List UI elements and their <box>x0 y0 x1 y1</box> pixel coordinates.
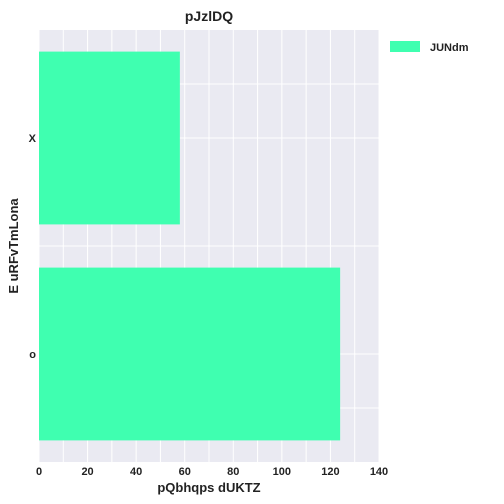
x-axis-ticks: 0 20 40 60 80 100 120 140 <box>36 466 388 478</box>
x-tick-label: 80 <box>227 466 239 478</box>
chart-title: pJzlDQ <box>185 8 233 24</box>
x-tick-label: 140 <box>370 466 388 478</box>
x-tick-label: 120 <box>321 466 339 478</box>
x-tick-label: 20 <box>81 466 93 478</box>
y-tick-label: X <box>29 133 37 145</box>
bars <box>39 51 341 441</box>
legend: JUNdm <box>390 41 469 54</box>
legend-swatch <box>390 41 420 52</box>
y-axis-label: E uRFvTmLona <box>6 198 21 294</box>
bar <box>39 267 341 441</box>
bar <box>39 51 180 225</box>
y-tick-label: o <box>29 349 36 361</box>
x-tick-label: 0 <box>36 466 42 478</box>
x-tick-label: 60 <box>179 466 191 478</box>
legend-label: JUNdm <box>430 42 469 54</box>
x-axis-label: pQbhqps dUKTZ <box>157 480 260 495</box>
x-tick-label: 40 <box>130 466 142 478</box>
x-tick-label: 100 <box>273 466 291 478</box>
y-axis-ticks: Xo <box>29 133 37 361</box>
